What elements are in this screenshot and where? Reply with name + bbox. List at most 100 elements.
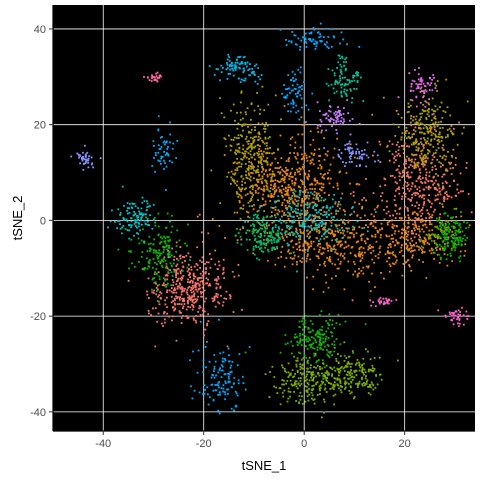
data-point [170, 301, 173, 304]
data-point [193, 293, 195, 296]
cluster-18 [279, 22, 361, 51]
data-point [81, 159, 84, 162]
data-point [297, 208, 299, 211]
data-point [308, 371, 311, 373]
data-point [298, 222, 301, 225]
data-point [145, 257, 148, 260]
data-point [224, 138, 227, 141]
data-point [364, 214, 366, 217]
data-point [333, 248, 335, 250]
data-point [260, 188, 263, 190]
data-point [84, 144, 86, 147]
data-point [411, 250, 413, 252]
data-point [395, 159, 397, 161]
data-point [300, 344, 303, 346]
data-point [234, 151, 236, 154]
data-point [408, 136, 411, 139]
data-point [446, 170, 449, 172]
data-point [295, 212, 298, 214]
data-point [307, 336, 310, 339]
data-point [151, 165, 154, 167]
data-point [386, 200, 388, 203]
data-point [306, 250, 309, 252]
data-point [423, 144, 425, 146]
data-point [305, 46, 308, 48]
data-point [368, 385, 371, 388]
data-point [317, 223, 320, 226]
data-point [410, 117, 412, 120]
data-point [424, 110, 427, 112]
data-point [319, 336, 322, 339]
data-point [427, 142, 430, 145]
data-point [350, 376, 353, 379]
data-point [435, 249, 438, 251]
data-point [126, 202, 129, 204]
data-point [271, 236, 273, 238]
data-point [324, 173, 326, 175]
data-point [410, 200, 412, 202]
data-point [133, 211, 135, 213]
data-point [250, 198, 253, 200]
data-point [335, 121, 338, 124]
data-point [431, 108, 433, 111]
data-point [270, 206, 273, 209]
data-point [333, 72, 336, 75]
data-point [291, 195, 294, 197]
data-point [340, 366, 343, 368]
x-axis-title: tSNE_1 [242, 458, 287, 473]
data-point [322, 375, 325, 377]
data-point [288, 252, 291, 255]
data-point [313, 215, 315, 217]
data-point [220, 376, 223, 379]
data-point [328, 313, 331, 316]
data-point [248, 229, 251, 232]
data-point [226, 345, 229, 348]
data-point [241, 308, 243, 311]
data-point [180, 311, 182, 314]
data-point [370, 252, 372, 254]
data-point [432, 122, 435, 125]
data-point [263, 125, 266, 128]
data-point [462, 323, 465, 326]
data-point [167, 254, 170, 257]
data-point [263, 223, 265, 226]
data-point [313, 248, 316, 251]
data-point [414, 217, 417, 219]
data-point [159, 252, 162, 255]
data-point [356, 275, 359, 278]
data-point [352, 76, 354, 79]
data-point [219, 202, 222, 204]
data-point [252, 186, 254, 189]
data-point [233, 161, 236, 164]
data-point [427, 111, 430, 113]
data-point [301, 221, 304, 224]
data-point [296, 95, 299, 98]
data-point [342, 122, 344, 124]
data-point [449, 313, 452, 315]
data-point [228, 360, 231, 363]
data-point [303, 377, 306, 380]
data-point [415, 82, 418, 85]
data-point [425, 161, 427, 164]
data-point [159, 291, 161, 293]
data-point [248, 146, 250, 149]
data-point [174, 308, 177, 311]
data-point [201, 256, 204, 259]
data-point [283, 84, 285, 86]
data-point [289, 226, 291, 229]
data-point [288, 205, 290, 208]
data-point [307, 248, 309, 251]
data-point [316, 211, 318, 214]
data-point [173, 258, 175, 261]
data-point [291, 180, 293, 182]
data-point [325, 379, 328, 381]
data-point [416, 164, 419, 166]
data-point [236, 162, 238, 165]
data-point [245, 150, 248, 153]
data-point [247, 168, 249, 171]
data-point [337, 155, 340, 158]
data-point [338, 55, 341, 57]
data-point [348, 148, 351, 150]
data-point [226, 175, 229, 178]
data-point [435, 136, 437, 138]
